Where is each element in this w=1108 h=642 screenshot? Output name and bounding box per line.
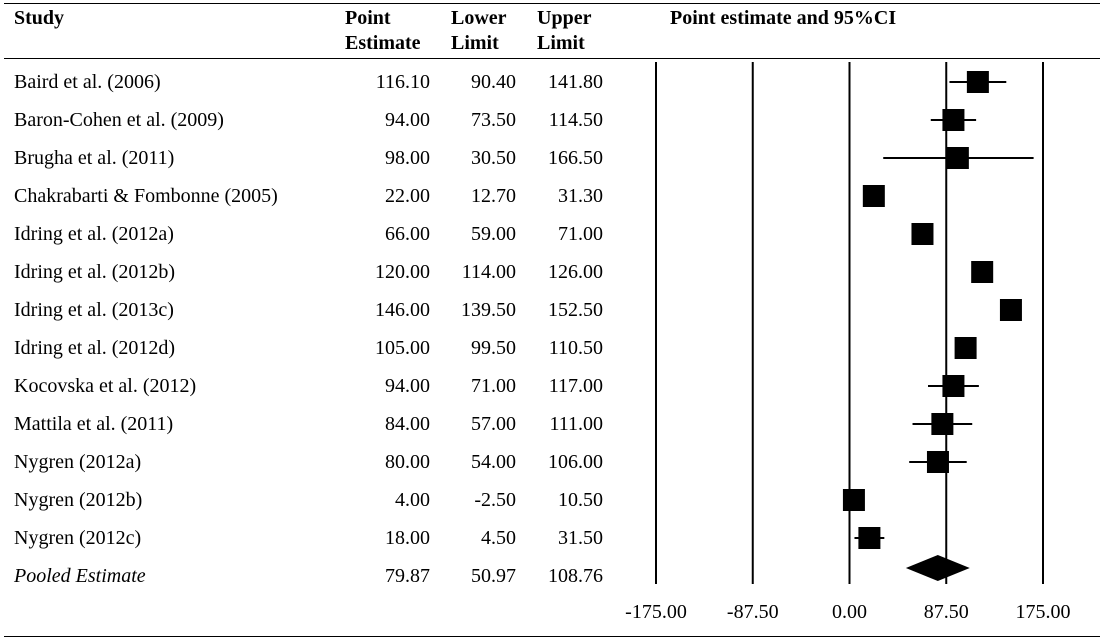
point-estimate-marker <box>931 413 954 435</box>
point-estimate-marker <box>858 527 881 549</box>
upper-limit: 111.00 <box>549 413 603 435</box>
lower-limit: 99.50 <box>471 337 516 359</box>
study-name: Chakrabarti & Fombonne (2005) <box>14 185 278 207</box>
point-estimate-marker <box>999 299 1022 321</box>
point-estimate: 80.00 <box>385 451 430 473</box>
header-point-estimate: Point Estimate <box>345 6 421 56</box>
point-estimate: 120.00 <box>375 261 430 283</box>
header-upper-line2: Limit <box>537 32 585 54</box>
study-name: Baird et al. (2006) <box>14 71 161 93</box>
upper-limit: 71.00 <box>558 223 603 245</box>
point-estimate: 146.00 <box>375 299 430 321</box>
point-estimate: 94.00 <box>385 109 430 131</box>
point-estimate-marker <box>966 71 989 93</box>
study-name: Idring et al. (2012d) <box>14 337 176 359</box>
point-estimate-marker <box>911 223 934 245</box>
header-rule <box>4 58 1100 59</box>
study-name: Nygren (2012a) <box>14 451 142 473</box>
point-estimate: 66.00 <box>385 223 430 245</box>
study-name: Brugha et al. (2011) <box>14 147 175 169</box>
lower-limit: 4.50 <box>481 527 516 549</box>
study-name: Idring et al. (2013c) <box>14 299 174 321</box>
header-point-line2: Estimate <box>345 32 421 54</box>
point-estimate-marker <box>842 489 865 511</box>
upper-limit: 31.50 <box>558 527 603 549</box>
upper-limit: 117.00 <box>548 375 603 397</box>
bottom-rule <box>4 636 1100 637</box>
study-name: Nygren (2012b) <box>14 489 143 511</box>
lower-limit: 54.00 <box>471 451 516 473</box>
top-rule <box>4 3 1100 4</box>
upper-limit: 126.00 <box>548 261 603 283</box>
point-estimate-marker <box>942 375 965 397</box>
header-lower-line1: Lower <box>451 7 507 29</box>
point-estimate: 84.00 <box>385 413 430 435</box>
lower-limit: 57.00 <box>471 413 516 435</box>
lower-limit: 12.70 <box>471 185 516 207</box>
point-estimate: 18.00 <box>385 527 430 549</box>
header-study: Study <box>14 7 65 29</box>
upper-limit: 114.50 <box>548 109 603 131</box>
header-upper-limit: Upper Limit <box>537 6 591 56</box>
point-estimate: 79.87 <box>385 565 430 587</box>
point-estimate: 94.00 <box>385 375 430 397</box>
study-name: Idring et al. (2012a) <box>14 223 174 245</box>
lower-limit: -2.50 <box>474 489 516 511</box>
upper-limit: 108.76 <box>548 565 603 587</box>
header-point-line1: Point <box>345 7 391 29</box>
point-estimate: 105.00 <box>375 337 430 359</box>
header-lower-line2: Limit <box>451 32 499 54</box>
study-name: Baron-Cohen et al. (2009) <box>14 109 224 131</box>
lower-limit: 90.40 <box>471 71 516 93</box>
point-estimate-marker <box>926 451 949 473</box>
x-tick-label: 175.00 <box>1015 601 1071 623</box>
point-estimate-marker <box>946 147 969 169</box>
lower-limit: 139.50 <box>461 299 516 321</box>
lower-limit: 59.00 <box>471 223 516 245</box>
study-name: Mattila et al. (2011) <box>14 413 174 435</box>
upper-limit: 31.30 <box>558 185 603 207</box>
lower-limit: 114.00 <box>461 261 516 283</box>
lower-limit: 71.00 <box>471 375 516 397</box>
plot-title: Point estimate and 95%CI <box>670 7 897 29</box>
lower-limit: 30.50 <box>471 147 516 169</box>
point-estimate: 4.00 <box>395 489 430 511</box>
x-tick-label: 0.00 <box>832 601 867 623</box>
study-name: Nygren (2012c) <box>14 527 142 549</box>
upper-limit: 166.50 <box>548 147 603 169</box>
point-estimate-marker <box>862 185 885 207</box>
point-estimate-marker <box>954 337 977 359</box>
upper-limit: 10.50 <box>558 489 603 511</box>
x-tick-label: -175.00 <box>625 601 687 623</box>
x-tick-label: 87.50 <box>923 601 969 623</box>
pooled-diamond <box>905 555 970 581</box>
upper-limit: 152.50 <box>548 299 603 321</box>
study-name: Pooled Estimate <box>14 565 146 587</box>
lower-limit: 50.97 <box>471 565 516 587</box>
header-lower-limit: Lower Limit <box>451 6 507 56</box>
upper-limit: 106.00 <box>548 451 603 473</box>
point-estimate: 116.10 <box>375 71 430 93</box>
upper-limit: 110.50 <box>548 337 603 359</box>
point-estimate-marker <box>942 109 965 131</box>
header-upper-line1: Upper <box>537 7 592 29</box>
point-estimate-marker <box>971 261 994 283</box>
upper-limit: 141.80 <box>548 71 603 93</box>
x-tick-label: -87.50 <box>726 601 779 623</box>
point-estimate: 22.00 <box>385 185 430 207</box>
point-estimate: 98.00 <box>385 147 430 169</box>
study-name: Idring et al. (2012b) <box>14 261 176 283</box>
lower-limit: 73.50 <box>471 109 516 131</box>
study-name: Kocovska et al. (2012) <box>14 375 197 397</box>
